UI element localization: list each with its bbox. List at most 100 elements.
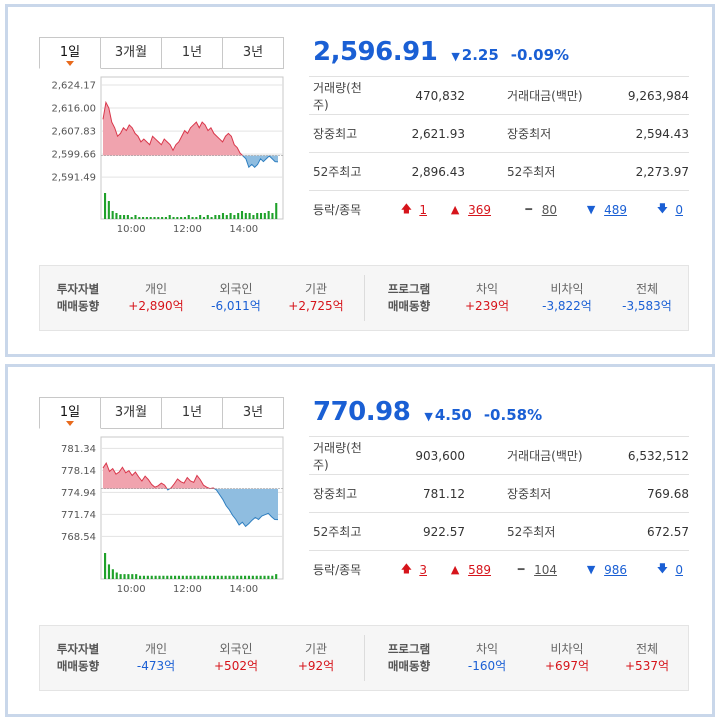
y-tick-label: 774.94	[61, 488, 96, 499]
intraday-chart[interactable]: 2,624.17 2,616.00 2,607.83 2,599.66 2,591.49…	[39, 75, 284, 237]
flow-foreign-label: 외국인	[219, 642, 253, 656]
kospi-panel: 1일 3개월 1년 3년 2,624.17 2,616.00 2,607.83 2,5…	[5, 4, 715, 357]
volume-bar	[271, 213, 274, 219]
lower-limit-count[interactable]: 0	[675, 202, 683, 217]
high-value: 781.12	[423, 486, 465, 501]
flow-arbitrage-value: +239억	[465, 299, 509, 313]
trading-flow-box: 투자자별 매매동향 개인 -473억 외국인 +502억 기관 +92억 프로그램 매매동…	[39, 625, 689, 691]
flat-count[interactable]: 80	[541, 202, 557, 217]
arrow-down-thick-icon: 🡇	[656, 202, 669, 215]
tab-1year[interactable]: 1년	[162, 397, 223, 429]
volume-bar	[252, 215, 255, 219]
lower-limit-item: 🡇 0	[633, 200, 685, 219]
program-flow-heading-line1: 프로그램	[387, 642, 431, 656]
flow-individual-value: +2,890억	[128, 299, 184, 313]
arrow-down-thick-icon: 🡇	[656, 562, 669, 575]
period-tabs: 1일 3개월 1년 3년	[39, 397, 284, 429]
program-flow-heading: 프로그램 매매동향	[371, 281, 447, 315]
upper-limit-count[interactable]: 1	[419, 202, 427, 217]
volume-bar	[104, 553, 107, 579]
low-value: 769.68	[647, 486, 689, 501]
volume-bar	[259, 213, 263, 219]
flow-arbitrage: 차익 +239억	[447, 281, 527, 315]
flow-foreign: 외국인 +502억	[196, 641, 276, 675]
up-count[interactable]: 369	[468, 202, 491, 217]
volume-bar	[244, 575, 247, 579]
up-count[interactable]: 589	[468, 562, 491, 577]
volume-bar	[256, 213, 259, 219]
flow-arbitrage-label: 차익	[475, 282, 499, 296]
down-count[interactable]: 489	[604, 202, 627, 217]
tab-3month[interactable]: 3개월	[101, 397, 162, 429]
dash-icon: ━	[525, 203, 533, 216]
high-label: 장중최고	[313, 127, 358, 141]
advance-decline-label: 등락/종목	[313, 203, 362, 217]
flow-arbitrage: 차익 -160억	[447, 641, 527, 675]
flow-nonarbitrage-label: 비차익	[550, 282, 584, 296]
price-area-down	[103, 155, 278, 168]
tab-3year[interactable]: 3년	[223, 397, 284, 429]
w52high-label: 52주최고	[313, 165, 362, 179]
volume-bar	[111, 211, 114, 219]
investor-flow-heading: 투자자별 매매동향	[40, 641, 116, 675]
stats-row-52week: 52주최고 922.57 52주최저 672.57	[309, 512, 689, 550]
arrow-up-thick-icon: 🡅	[400, 562, 413, 575]
advance-decline-label: 등락/종목	[313, 563, 362, 577]
tab-3month[interactable]: 3개월	[101, 37, 162, 69]
volume-bar	[119, 574, 122, 579]
dash-icon: ━	[517, 563, 525, 576]
tab-1day[interactable]: 1일	[39, 37, 101, 69]
volume-bar	[142, 217, 145, 219]
flow-nonarbitrage: 비차익 -3,822억	[527, 281, 607, 315]
volume-bar	[176, 217, 179, 219]
volume-bar	[191, 217, 194, 219]
flow-arbitrage-value: -160억	[467, 659, 507, 673]
volume-bar	[123, 574, 126, 579]
upper-limit-count[interactable]: 3	[419, 562, 427, 577]
volume-bar	[255, 575, 258, 579]
flow-individual-label: 개인	[144, 642, 168, 656]
volume-bar	[225, 215, 228, 219]
flow-institution-value: +2,725억	[288, 299, 344, 313]
y-tick-label: 2,624.17	[51, 80, 96, 91]
volume-bar	[170, 575, 173, 579]
x-tick-label: 10:00	[117, 584, 146, 595]
flow-individual-label: 개인	[144, 282, 168, 296]
flat-count[interactable]: 104	[534, 562, 557, 577]
trading-flow-box: 투자자별 매매동향 개인 +2,890억 외국인 -6,011억 기관 +2,725억 …	[39, 265, 689, 331]
volume-bar	[168, 215, 171, 219]
volume-bar	[247, 575, 251, 579]
flow-total: 전체 +537억	[607, 641, 687, 675]
triangle-up-icon: ▲	[450, 563, 460, 576]
flow-total-label: 전체	[635, 282, 659, 296]
up-item: ▲ 369	[437, 203, 497, 217]
investor-flow-heading: 투자자별 매매동향	[40, 281, 116, 315]
kosdaq-panel: 1일 3개월 1년 3년 781.34 778.14 774.94 771.74 768…	[5, 364, 715, 717]
index-price-block: 770.98 ▼ 4.50 -0.58%	[313, 397, 542, 427]
volume-bar	[240, 211, 244, 219]
volume-bar	[244, 213, 247, 219]
volume-bar	[149, 217, 152, 219]
flow-nonarbitrage: 비차익 +697억	[527, 641, 607, 675]
intraday-chart[interactable]: 781.34 778.14 774.94 771.74 768.54 10:00 12:00…	[39, 435, 284, 597]
tab-1year[interactable]: 1년	[162, 37, 223, 69]
down-count[interactable]: 986	[604, 562, 627, 577]
flow-foreign-value: +502억	[214, 659, 258, 673]
volume-bar	[115, 572, 118, 579]
amount-label: 거래대금(백만)	[507, 449, 583, 463]
volume-bar	[275, 574, 278, 579]
index-price: 770.98	[313, 397, 411, 427]
x-tick-label: 10:00	[117, 224, 146, 235]
tab-3year[interactable]: 3년	[223, 37, 284, 69]
lower-limit-count[interactable]: 0	[675, 562, 683, 577]
volume-value: 903,600	[415, 448, 465, 463]
investor-flow-heading-line1: 투자자별	[56, 642, 100, 656]
flow-divider	[364, 275, 365, 321]
amount-value: 6,532,512	[627, 448, 689, 463]
volume-bar	[220, 575, 223, 579]
volume-bar	[263, 213, 266, 219]
tab-1day[interactable]: 1일	[39, 397, 101, 429]
triangle-down-icon: ▼	[586, 563, 596, 576]
flow-total: 전체 -3,583억	[607, 281, 687, 315]
volume-bar	[202, 217, 206, 219]
